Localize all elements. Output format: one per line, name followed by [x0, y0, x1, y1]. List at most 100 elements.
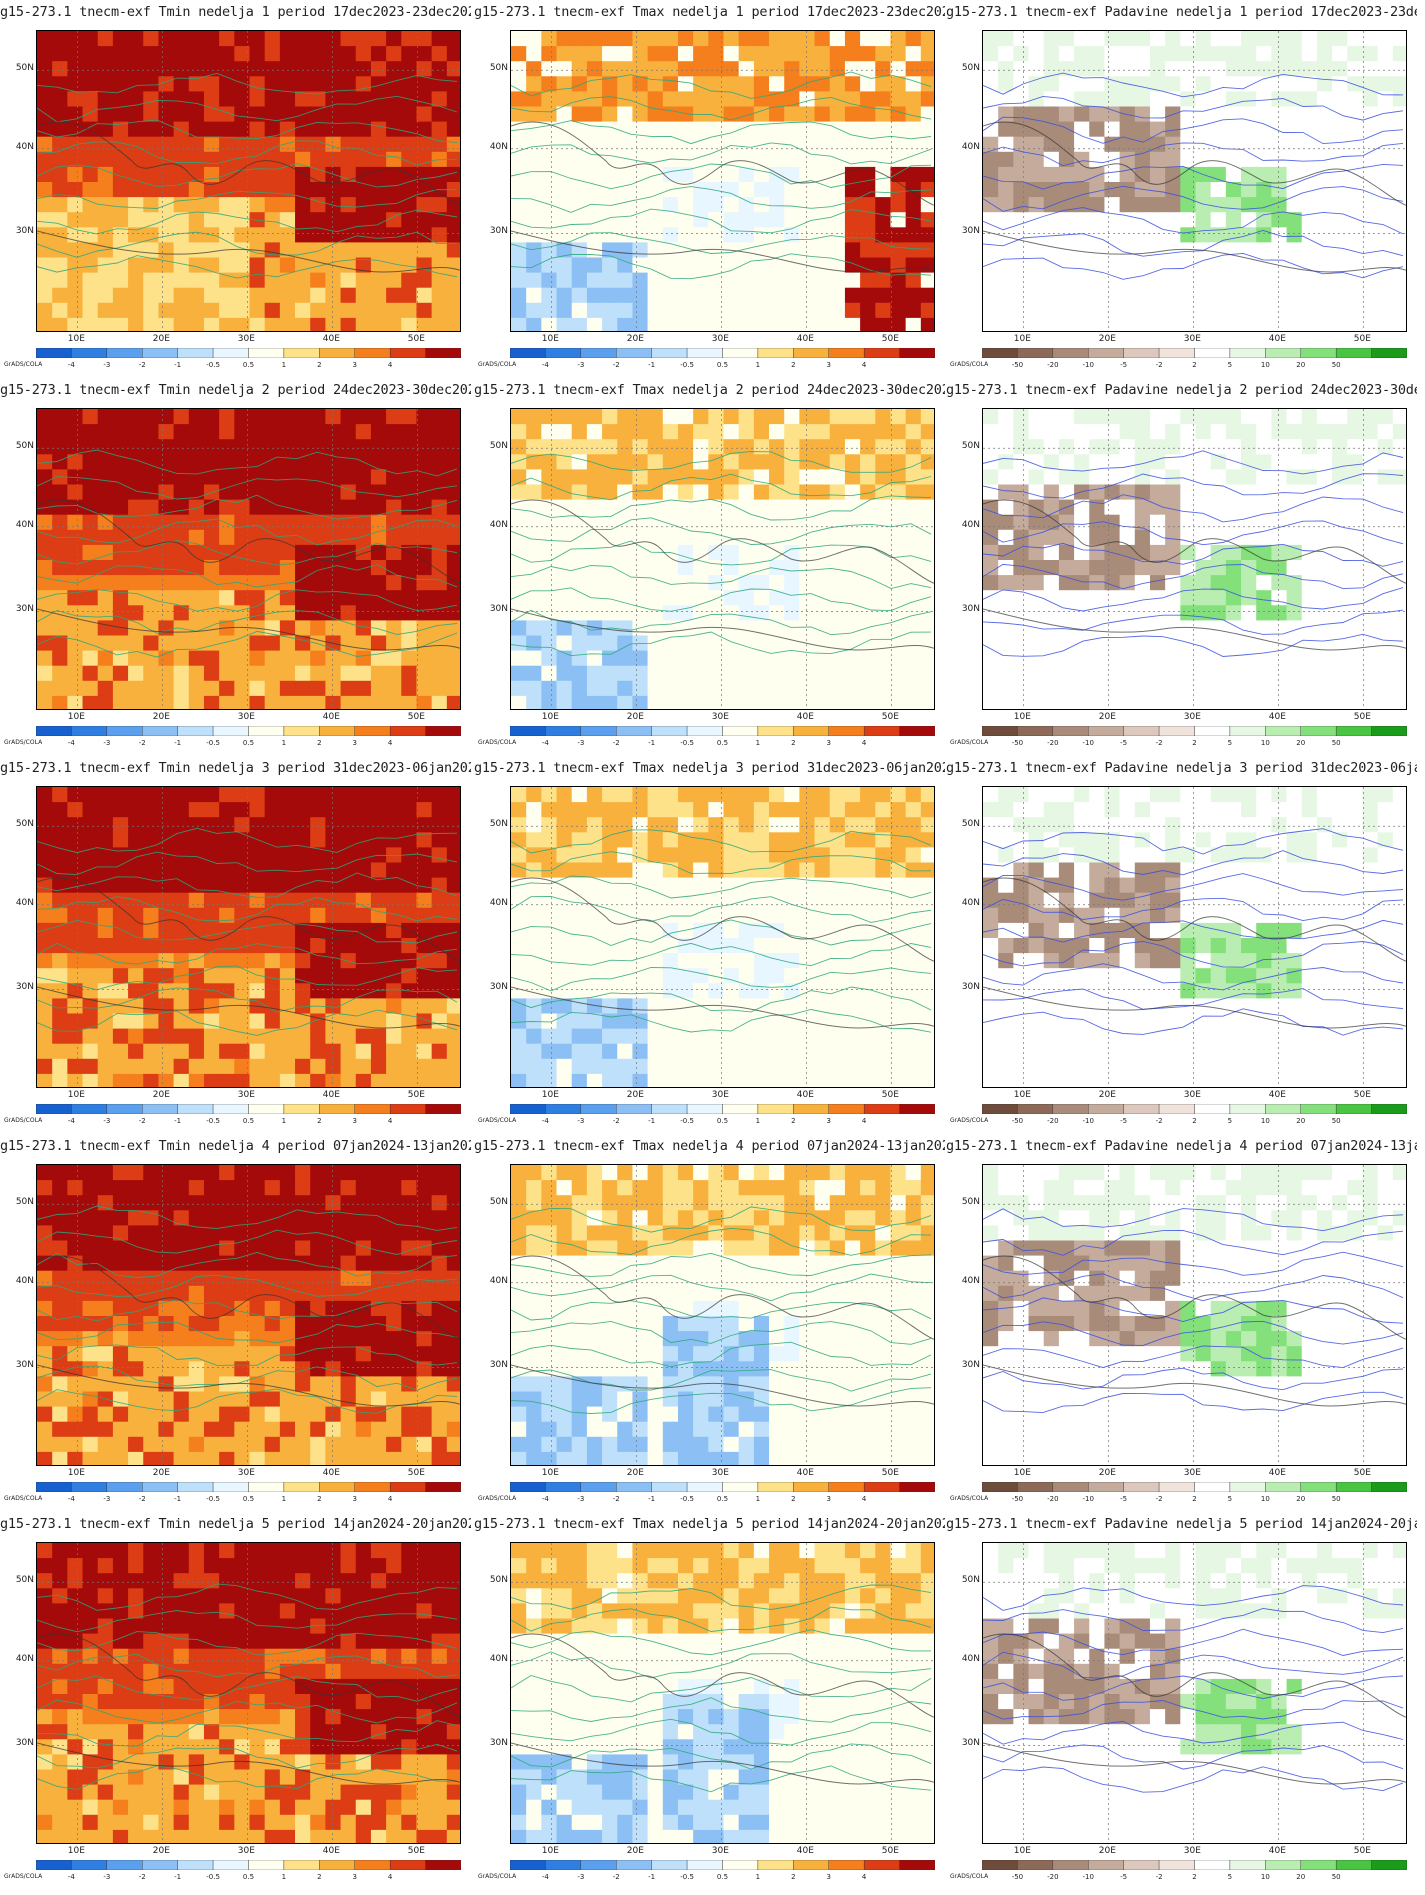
field-cell	[173, 317, 190, 331]
field-cell	[82, 469, 99, 486]
field-cell	[1347, 560, 1364, 576]
field-cell	[310, 544, 326, 561]
colorbar-tick: 50	[1331, 739, 1341, 747]
field-cell	[264, 424, 281, 440]
field-cell	[37, 257, 53, 274]
field-cell	[1028, 91, 1045, 108]
field-cell	[1013, 439, 1030, 455]
field-cell	[188, 953, 205, 969]
field-cell	[920, 121, 934, 138]
field-cell	[1225, 136, 1242, 153]
field-cell	[203, 847, 220, 864]
field-cell	[143, 635, 160, 652]
field-cell	[1271, 650, 1288, 667]
field-cell	[264, 877, 281, 894]
field-cell	[188, 469, 205, 486]
field-cell	[632, 695, 649, 709]
field-cell	[799, 605, 816, 621]
field-cell	[279, 121, 296, 138]
field-cell	[340, 46, 357, 62]
field-cell	[662, 832, 679, 848]
field-cell	[295, 665, 311, 682]
field-cell	[1013, 560, 1030, 576]
field-cell	[1286, 91, 1303, 108]
field-cell	[1392, 680, 1406, 697]
field-cell	[1013, 302, 1030, 319]
field-cell	[128, 665, 144, 682]
field-cell	[128, 802, 144, 818]
field-cell	[890, 287, 907, 304]
colorbar-tick: -1	[648, 739, 656, 747]
colorbar-swatch	[354, 726, 391, 736]
field-cell	[890, 560, 907, 576]
contour-line	[37, 163, 458, 188]
field-cell	[738, 605, 755, 621]
field-cell	[431, 544, 448, 561]
field-cell	[1392, 287, 1406, 304]
field-cell	[1074, 560, 1090, 576]
field-cell	[37, 560, 53, 576]
field-cell	[1271, 439, 1288, 455]
field-cell	[875, 272, 892, 289]
field-cell	[1225, 91, 1242, 108]
field-cell	[67, 560, 84, 576]
field-cell	[983, 287, 999, 304]
field-cell	[128, 1013, 144, 1030]
colorbar-swatch	[651, 726, 688, 736]
field-cell	[511, 998, 527, 1015]
field-cell	[97, 1028, 114, 1045]
field-cell	[1392, 106, 1406, 123]
map-area	[982, 408, 1407, 710]
field-cell	[814, 227, 831, 243]
field-cell	[1074, 439, 1090, 455]
field-cell	[1225, 121, 1242, 138]
field-cell	[249, 560, 266, 576]
field-cell	[1149, 166, 1166, 183]
contour-line	[511, 986, 932, 1013]
field-cell	[1074, 514, 1090, 531]
field-cell	[677, 76, 694, 92]
field-cell	[310, 302, 326, 319]
field-cell	[799, 787, 816, 803]
field-cell	[1149, 212, 1166, 228]
field-cell	[677, 680, 694, 697]
field-cell	[1043, 409, 1060, 425]
field-cell	[541, 650, 558, 667]
field-cell	[386, 892, 402, 909]
contour-line	[37, 872, 458, 898]
field-cell	[647, 968, 664, 984]
field-cell	[1392, 227, 1406, 243]
field-cell	[723, 802, 740, 818]
field-cell	[662, 998, 679, 1015]
field-cell	[556, 424, 573, 440]
field-cell	[784, 61, 800, 77]
field-cell	[1241, 817, 1257, 833]
field-cell	[1195, 787, 1212, 803]
field-cell	[173, 802, 190, 818]
field-cell	[511, 802, 527, 818]
colorbar-tick: 3	[352, 361, 357, 369]
field-cell	[1104, 590, 1121, 606]
panel-title: g15-273.1 tnecm-exf Tmax nedelja 1 perio…	[474, 4, 945, 20]
field-cell	[814, 302, 831, 319]
field-cell	[446, 499, 460, 516]
field-cell	[829, 257, 846, 274]
field-cell	[386, 136, 402, 153]
field-cell	[52, 257, 68, 274]
field-cell	[219, 1043, 235, 1060]
field-cell	[1013, 620, 1030, 637]
field-cell	[647, 317, 664, 331]
field-cell	[203, 272, 220, 289]
field-cell	[526, 514, 542, 531]
field-cell	[279, 91, 296, 108]
field-cell	[1347, 182, 1364, 198]
field-cell	[1089, 182, 1106, 198]
field-cell	[1104, 317, 1121, 331]
field-cell	[1119, 469, 1136, 486]
field-cell	[586, 560, 603, 576]
field-cell	[1301, 454, 1318, 470]
field-cell	[295, 983, 311, 999]
field-cell	[203, 953, 220, 969]
map-canvas	[983, 787, 1406, 1087]
field-cell	[814, 953, 831, 969]
